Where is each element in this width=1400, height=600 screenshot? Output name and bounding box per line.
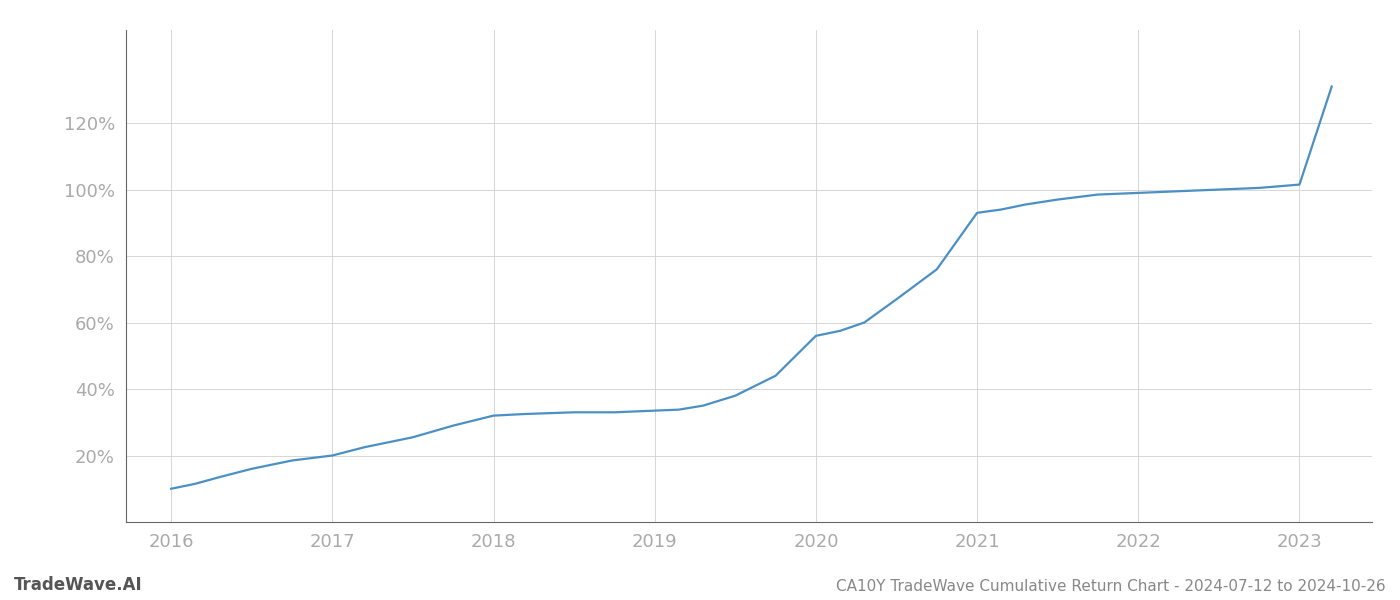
Text: TradeWave.AI: TradeWave.AI (14, 576, 143, 594)
Text: CA10Y TradeWave Cumulative Return Chart - 2024-07-12 to 2024-10-26: CA10Y TradeWave Cumulative Return Chart … (836, 579, 1386, 594)
